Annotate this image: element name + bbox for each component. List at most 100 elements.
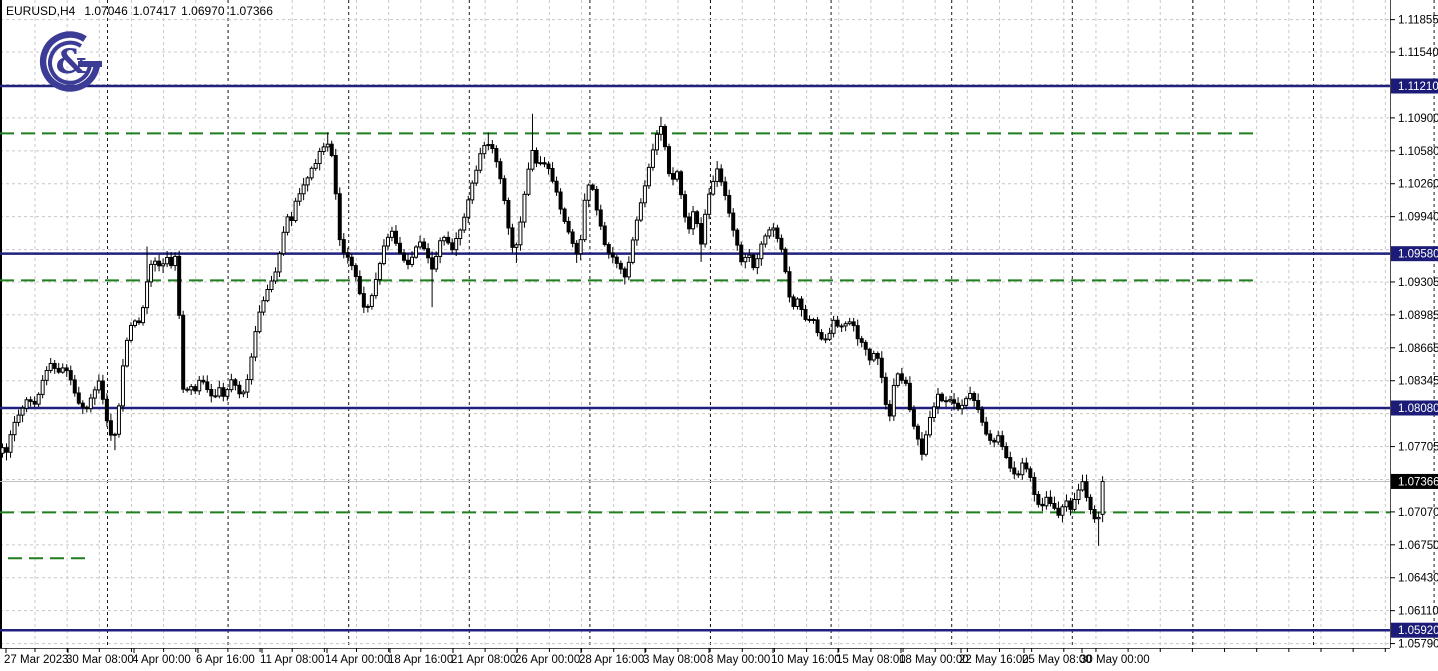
candle-body <box>807 318 812 321</box>
price-axis-label: 1.06110 <box>1398 606 1438 618</box>
candle-body <box>534 149 539 164</box>
candle-body <box>1096 516 1101 520</box>
candle-body <box>891 384 896 417</box>
candle-body <box>80 402 85 408</box>
candle-body <box>40 379 45 395</box>
price-axis-label: 1.11855 <box>1398 15 1438 27</box>
candle-body <box>1020 462 1025 476</box>
candle-body <box>293 200 298 222</box>
price-axis-label: 1.07070 <box>1398 507 1438 519</box>
candle-body <box>1060 506 1065 516</box>
candle-body <box>707 193 712 215</box>
price-axis-label: 1.07705 <box>1398 442 1438 454</box>
candle-body <box>911 409 916 427</box>
candle-body <box>442 236 447 242</box>
candle-body <box>1012 467 1017 475</box>
candle-body <box>779 237 784 250</box>
candle-body <box>646 166 651 187</box>
candle-body <box>691 211 696 230</box>
candle-body <box>546 163 551 169</box>
blue-level-price-label: 1.05920 <box>1398 625 1438 637</box>
candle-body <box>434 255 439 270</box>
current-price-box <box>1391 473 1438 489</box>
candle-body <box>634 219 639 241</box>
price-axis-label: 1.06430 <box>1398 573 1438 585</box>
candle-body <box>594 188 599 211</box>
candle-body <box>0 447 5 454</box>
candle-body <box>48 362 53 371</box>
candle-body <box>329 143 334 157</box>
candle-body <box>1076 489 1081 500</box>
price-axis-label: 1.10900 <box>1398 113 1438 125</box>
candle-body <box>630 239 635 263</box>
candle-body <box>843 323 848 327</box>
close-value: 1.07366 <box>229 4 273 18</box>
candle-body <box>197 379 202 392</box>
candle-body <box>791 296 796 307</box>
candle-body <box>530 149 535 170</box>
candle-body <box>787 271 792 298</box>
candle-body <box>261 300 266 313</box>
candle-body <box>321 146 326 152</box>
candle-body <box>526 168 531 195</box>
candle-body <box>654 133 659 151</box>
candle-body <box>450 242 455 251</box>
candle-body <box>883 376 888 405</box>
candle-body <box>944 400 949 403</box>
candle-body <box>104 398 109 422</box>
candle-body <box>305 177 310 186</box>
candle-body <box>225 389 230 397</box>
candle-body <box>498 161 503 180</box>
candle-body <box>984 421 989 435</box>
candle-body <box>907 382 912 411</box>
candle-body <box>803 309 808 320</box>
price-axis[interactable]: 1.11855 1.11540 1.10900 1.10580 1.10260 1.099… <box>1390 0 1438 651</box>
candle-body <box>12 421 17 436</box>
candle-body <box>695 211 700 225</box>
candle-body <box>731 212 736 231</box>
candle-body <box>859 338 864 343</box>
time-axis-label: 14 Apr 00:00 <box>325 654 390 666</box>
candle-body <box>578 239 583 255</box>
candle-body <box>365 305 370 308</box>
candle-body <box>763 235 768 245</box>
candle-body <box>783 248 788 273</box>
candle-body <box>32 400 37 405</box>
candle-body <box>217 387 222 397</box>
candle-body <box>56 367 61 373</box>
candle-body <box>1052 503 1057 509</box>
candle-body <box>775 227 780 239</box>
candle-body <box>181 314 186 390</box>
candle-body <box>418 241 423 248</box>
candle-body <box>193 386 198 392</box>
candle-body <box>755 258 760 269</box>
candle-body <box>735 229 740 246</box>
candle-body <box>490 144 495 150</box>
price-axis-label: 1.06750 <box>1398 540 1438 552</box>
time-axis-label: 3 May 08:00 <box>643 654 706 666</box>
candle-body <box>602 225 607 246</box>
candle-body <box>827 332 832 340</box>
candle-body <box>369 295 374 307</box>
open-value: 1.07046 <box>84 4 128 18</box>
candle-body <box>867 348 872 361</box>
candle-body <box>703 213 708 245</box>
candle-body <box>960 404 965 410</box>
candle-body <box>903 379 908 384</box>
candle-body <box>36 393 41 405</box>
candle-body <box>297 193 302 202</box>
candle-body <box>373 279 378 297</box>
candle-body <box>361 293 366 308</box>
candle-body <box>205 381 210 390</box>
candle-body <box>189 386 194 391</box>
candle-body <box>116 405 121 435</box>
candle-body <box>855 325 860 340</box>
candle-body <box>149 263 154 283</box>
candle-body <box>474 169 479 184</box>
candle-body <box>337 193 342 241</box>
candle-body <box>935 393 940 408</box>
candle-body <box>309 167 314 179</box>
candle-body <box>414 246 419 258</box>
